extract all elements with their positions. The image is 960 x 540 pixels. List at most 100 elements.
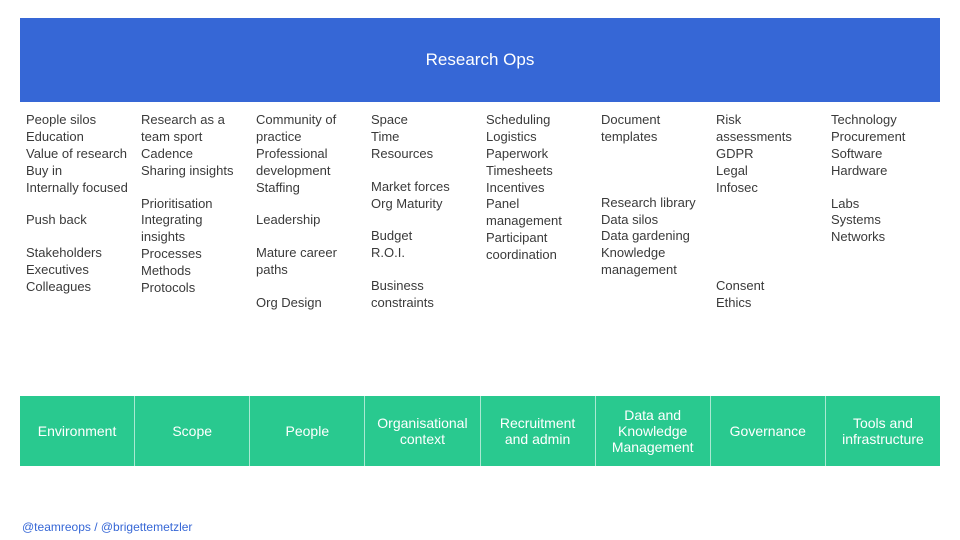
item-group: PrioritisationIntegrating insightsProces… <box>141 196 244 297</box>
item-line: Incentives <box>486 180 589 197</box>
category-label: Recruitment and admin <box>481 396 596 466</box>
item-group: Research as a team sportCadenceSharing i… <box>141 112 244 180</box>
item-line: Knowledge management <box>601 245 704 279</box>
item-line: Systems <box>831 212 934 229</box>
item-line: Data gardening <box>601 228 704 245</box>
column: Research as a team sportCadenceSharing i… <box>135 102 250 396</box>
item-group: Push back <box>26 212 129 229</box>
item-group: LabsSystemsNetworks <box>831 196 934 247</box>
item-line: Mature career paths <box>256 245 359 279</box>
item-line: Push back <box>26 212 129 229</box>
item-line: Document templates <box>601 112 704 146</box>
category-label: Tools and infrastructure <box>826 396 940 466</box>
item-line: Scheduling <box>486 112 589 129</box>
item-line: Networks <box>831 229 934 246</box>
item-group: Community of practiceProfessional develo… <box>256 112 359 196</box>
item-line: Protocols <box>141 280 244 297</box>
category-label: Scope <box>135 396 250 466</box>
category-label: Governance <box>711 396 826 466</box>
item-group <box>716 245 819 262</box>
item-line: Time <box>371 129 474 146</box>
item-line: Hardware <box>831 163 934 180</box>
column: TechnologyProcurementSoftwareHardware Lab… <box>825 102 940 396</box>
item-line: Labs <box>831 196 934 213</box>
column: Community of practiceProfessional develo… <box>250 102 365 396</box>
column: SchedulingLogisticsPaperworkTimesheetsIn… <box>480 102 595 396</box>
item-line: Ethics <box>716 295 819 312</box>
item-line: Integrating insights <box>141 212 244 246</box>
item-line: Research as a team sport <box>141 112 244 146</box>
item-line: Methods <box>141 263 244 280</box>
item-group: StakeholdersExecutivesColleagues <box>26 245 129 296</box>
column-items: Risk assessmentsGDPRLegalInfosec Consent… <box>716 112 819 312</box>
column-items: Research as a team sportCadenceSharing i… <box>141 112 244 297</box>
item-line: Participant coordination <box>486 230 589 264</box>
item-line <box>716 245 819 262</box>
item-line: People silos <box>26 112 129 129</box>
column-items: People silosEducationValue of researchBu… <box>26 112 129 296</box>
item-line <box>601 162 704 179</box>
item-line: Procurement <box>831 129 934 146</box>
item-group: Document templates <box>601 112 704 146</box>
item-line: R.O.I. <box>371 245 474 262</box>
item-group: Business constraints <box>371 278 474 312</box>
column-items: Document templates Research libraryData … <box>601 112 704 279</box>
item-line: Budget <box>371 228 474 245</box>
item-line: Research library <box>601 195 704 212</box>
item-line: Leadership <box>256 212 359 229</box>
item-line: Processes <box>141 246 244 263</box>
item-line: Market forces <box>371 179 474 196</box>
category-label: People <box>250 396 365 466</box>
item-group: Mature career paths <box>256 245 359 279</box>
item-line: Timesheets <box>486 163 589 180</box>
credit-line: @teamreops / @brigettemetzler <box>22 520 192 534</box>
item-group: SchedulingLogisticsPaperworkTimesheetsIn… <box>486 112 589 264</box>
item-group: Market forcesOrg Maturity <box>371 179 474 213</box>
item-line: Value of research <box>26 146 129 163</box>
item-line: Community of practice <box>256 112 359 146</box>
item-line <box>716 212 819 229</box>
item-group: SpaceTimeResources <box>371 112 474 163</box>
item-group: Research libraryData silosData gardening… <box>601 195 704 279</box>
item-line: Data silos <box>601 212 704 229</box>
header-title: Research Ops <box>426 50 535 70</box>
item-line: Infosec <box>716 180 819 197</box>
item-group <box>601 162 704 179</box>
item-line: Executives <box>26 262 129 279</box>
item-line: Panel management <box>486 196 589 230</box>
column: SpaceTimeResources Market forcesOrg Matur… <box>365 102 480 396</box>
item-line: Stakeholders <box>26 245 129 262</box>
column: Document templates Research libraryData … <box>595 102 710 396</box>
column: People silosEducationValue of researchBu… <box>20 102 135 396</box>
item-line: Education <box>26 129 129 146</box>
item-line: Space <box>371 112 474 129</box>
column-items: Community of practiceProfessional develo… <box>256 112 359 312</box>
category-row: EnvironmentScopePeopleOrganisational con… <box>20 396 940 466</box>
item-line: Consent <box>716 278 819 295</box>
item-line: Risk assessments <box>716 112 819 146</box>
column-items: SchedulingLogisticsPaperworkTimesheetsIn… <box>486 112 589 264</box>
item-group: Risk assessmentsGDPRLegalInfosec <box>716 112 819 196</box>
slide: Research Ops People silosEducationValue … <box>20 18 940 518</box>
item-line: Resources <box>371 146 474 163</box>
item-group: Leadership <box>256 212 359 229</box>
item-group: People silosEducationValue of researchBu… <box>26 112 129 196</box>
item-line: Staffing <box>256 180 359 197</box>
item-line: Cadence <box>141 146 244 163</box>
item-group: BudgetR.O.I. <box>371 228 474 262</box>
column-items: SpaceTimeResources Market forcesOrg Matur… <box>371 112 474 312</box>
item-line: Org Maturity <box>371 196 474 213</box>
item-line: GDPR <box>716 146 819 163</box>
item-group: TechnologyProcurementSoftwareHardware <box>831 112 934 180</box>
item-line: Org Design <box>256 295 359 312</box>
item-line: Technology <box>831 112 934 129</box>
item-line: Prioritisation <box>141 196 244 213</box>
column: Risk assessmentsGDPRLegalInfosec Consent… <box>710 102 825 396</box>
category-label: Organisational context <box>365 396 480 466</box>
column-items: TechnologyProcurementSoftwareHardware Lab… <box>831 112 934 246</box>
category-label: Environment <box>20 396 135 466</box>
item-line: Colleagues <box>26 279 129 296</box>
item-group: Org Design <box>256 295 359 312</box>
item-line: Sharing insights <box>141 163 244 180</box>
item-line: Paperwork <box>486 146 589 163</box>
